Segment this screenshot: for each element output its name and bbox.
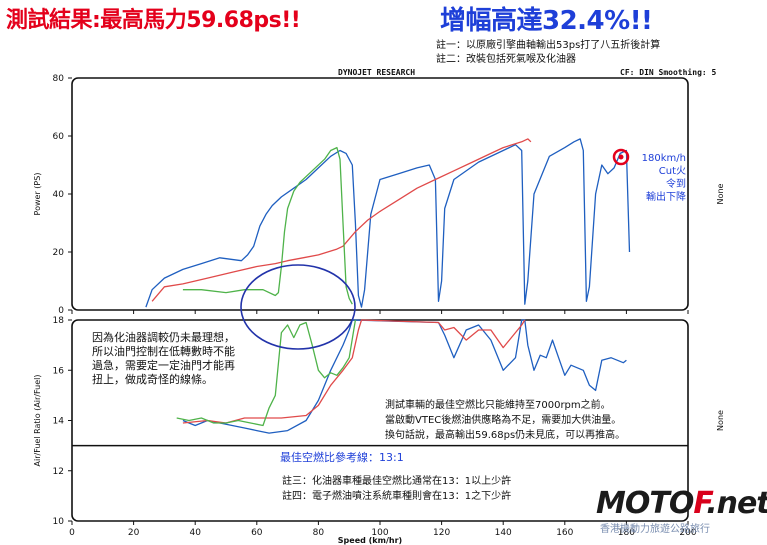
series-line-afr-1	[182, 319, 526, 424]
series-line-afr-0	[182, 319, 627, 434]
x-tick-label: 80	[313, 528, 325, 538]
ref-line-label: 最佳空燃比參考線：13:1	[280, 449, 404, 465]
note-4: 註四：電子燃油噴注系統車種則會在13：1之下少許	[282, 487, 512, 502]
right-axis-label: None	[716, 183, 725, 204]
y-tick-label: 20	[53, 248, 65, 258]
x-tick-label: 120	[433, 528, 450, 538]
cut-marker	[612, 148, 630, 166]
y-tick-label: 10	[53, 517, 65, 527]
vtec-note: 測試車輛的最佳空燃比只能維持至7000rpm之前。 當啟動VTEC後燃油供應略為…	[385, 398, 626, 443]
x-tick-label: 180	[618, 528, 635, 538]
brand-tagline: 香港機動力旅遊公路旅行	[600, 524, 710, 535]
cut-marker-dot	[618, 154, 624, 160]
x-tick-label: 20	[128, 528, 140, 538]
x-tick-label: 200	[679, 528, 696, 538]
x-tick-label: 60	[251, 528, 263, 538]
series-line-afr-2	[176, 319, 357, 427]
x-tick-label: 0	[69, 528, 75, 538]
carb-note-line: 過急，需要定一定油門才能再	[92, 359, 235, 372]
x-axis-label: Speed (km/hr)	[338, 536, 402, 545]
highlight-ellipse	[240, 264, 356, 350]
y-tick-label: 0	[58, 306, 64, 316]
cut-note-line: Cut火	[658, 166, 686, 177]
y-tick-label: 80	[53, 74, 65, 84]
headline-right: 增幅高達32.4%!!	[440, 6, 653, 36]
vtec-note-line: 當啟動VTEC後燃油供應略為不足，需要加大供油量。	[385, 415, 622, 426]
carb-note: 因為化油器調較仍未最理想， 所以油門控制在低轉數時不能 過急，需要定一定油門才能…	[92, 331, 235, 387]
cut-note: 180km/h Cut火 令到 輸出下降	[630, 152, 686, 204]
y-tick-label: 60	[53, 132, 65, 142]
y-axis-label: Air/Fuel Ratio (Air/Fuel)	[33, 375, 42, 467]
x-tick-label: 40	[189, 528, 201, 538]
y-tick-label: 18	[53, 316, 65, 326]
series-line-power-2	[182, 146, 353, 305]
note-2: 註二：改裝包括死氣喉及化油器	[436, 54, 576, 65]
x-tick-label: 100	[371, 528, 388, 538]
carb-note-line: 因為化油器調較仍未最理想，	[92, 331, 235, 344]
y-tick-label: 14	[53, 417, 65, 427]
headline-left: 測試結果:最高馬力59.68ps!!	[6, 8, 301, 33]
cut-note-line: 輸出下降	[646, 192, 686, 203]
note-1: 註一：以原廠引擎曲軸輸出53ps打了八五折後計算	[436, 40, 661, 51]
series-line-power-0	[145, 138, 631, 308]
y-tick-label: 12	[53, 467, 64, 477]
carb-note-line: 所以油門控制在低轉數時不能	[92, 345, 235, 358]
y-axis-label: Power (PS)	[33, 173, 42, 216]
note-3: 註三：化油器車種最佳空燃比通常在13：1以上少許	[282, 472, 512, 487]
series-line-power-1	[151, 138, 532, 302]
x-tick-label: 140	[495, 528, 512, 538]
cut-note-line: 令到	[666, 179, 686, 190]
carb-note-line: 扭上，做成奇怪的線條。	[92, 373, 213, 386]
y-tick-label: 40	[53, 190, 65, 200]
right-axis-label: None	[716, 410, 725, 431]
vtec-note-line: 測試車輛的最佳空燃比只能維持至7000rpm之前。	[385, 400, 611, 411]
vtec-note-line: 換句話說，最高輸出59.68ps仍未見底，可以再推高。	[385, 430, 626, 441]
chart-settings: CF: DIN Smoothing: 5	[620, 68, 717, 77]
y-tick-label: 16	[53, 366, 65, 376]
cut-note-line: 180km/h	[641, 153, 686, 164]
chart-brand: DYNOJET RESEARCH	[338, 68, 416, 77]
brand-logo: MOTOF.net	[596, 486, 767, 521]
x-tick-label: 160	[556, 528, 573, 538]
